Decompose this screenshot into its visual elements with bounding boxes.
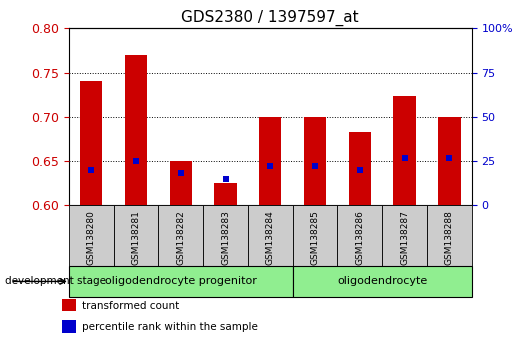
Text: GSM138288: GSM138288: [445, 210, 454, 265]
Bar: [80, 81, 102, 205]
Text: oligodendrocyte progenitor: oligodendrocyte progenitor: [105, 276, 257, 286]
Text: GSM138286: GSM138286: [355, 210, 364, 265]
Bar: [349, 132, 371, 205]
Bar: [63, 320, 76, 333]
Text: GSM138280: GSM138280: [87, 210, 96, 265]
Bar: [125, 55, 147, 205]
Text: GSM138282: GSM138282: [176, 210, 186, 265]
Bar: [393, 96, 416, 205]
Bar: [69, 205, 113, 266]
Bar: [438, 117, 461, 205]
Bar: [203, 205, 248, 266]
Text: transformed count: transformed count: [83, 301, 180, 311]
Bar: [293, 205, 338, 266]
Bar: [293, 266, 472, 297]
Text: GSM138285: GSM138285: [311, 210, 320, 265]
Bar: [248, 205, 293, 266]
Bar: [113, 205, 158, 266]
Text: oligodendrocyte: oligodendrocyte: [337, 276, 427, 286]
Bar: [427, 205, 472, 266]
Bar: [69, 266, 293, 297]
Bar: [259, 117, 281, 205]
Text: GSM138283: GSM138283: [221, 210, 230, 265]
Title: GDS2380 / 1397597_at: GDS2380 / 1397597_at: [181, 9, 359, 25]
Text: GSM138287: GSM138287: [400, 210, 409, 265]
Bar: [158, 205, 203, 266]
Bar: [338, 205, 382, 266]
Text: GSM138284: GSM138284: [266, 210, 275, 265]
Bar: [63, 299, 76, 312]
Bar: [214, 183, 237, 205]
Text: development stage: development stage: [5, 276, 107, 286]
Bar: [170, 161, 192, 205]
Bar: [382, 205, 427, 266]
Text: GSM138281: GSM138281: [131, 210, 140, 265]
Bar: [304, 117, 326, 205]
Text: percentile rank within the sample: percentile rank within the sample: [83, 322, 258, 332]
